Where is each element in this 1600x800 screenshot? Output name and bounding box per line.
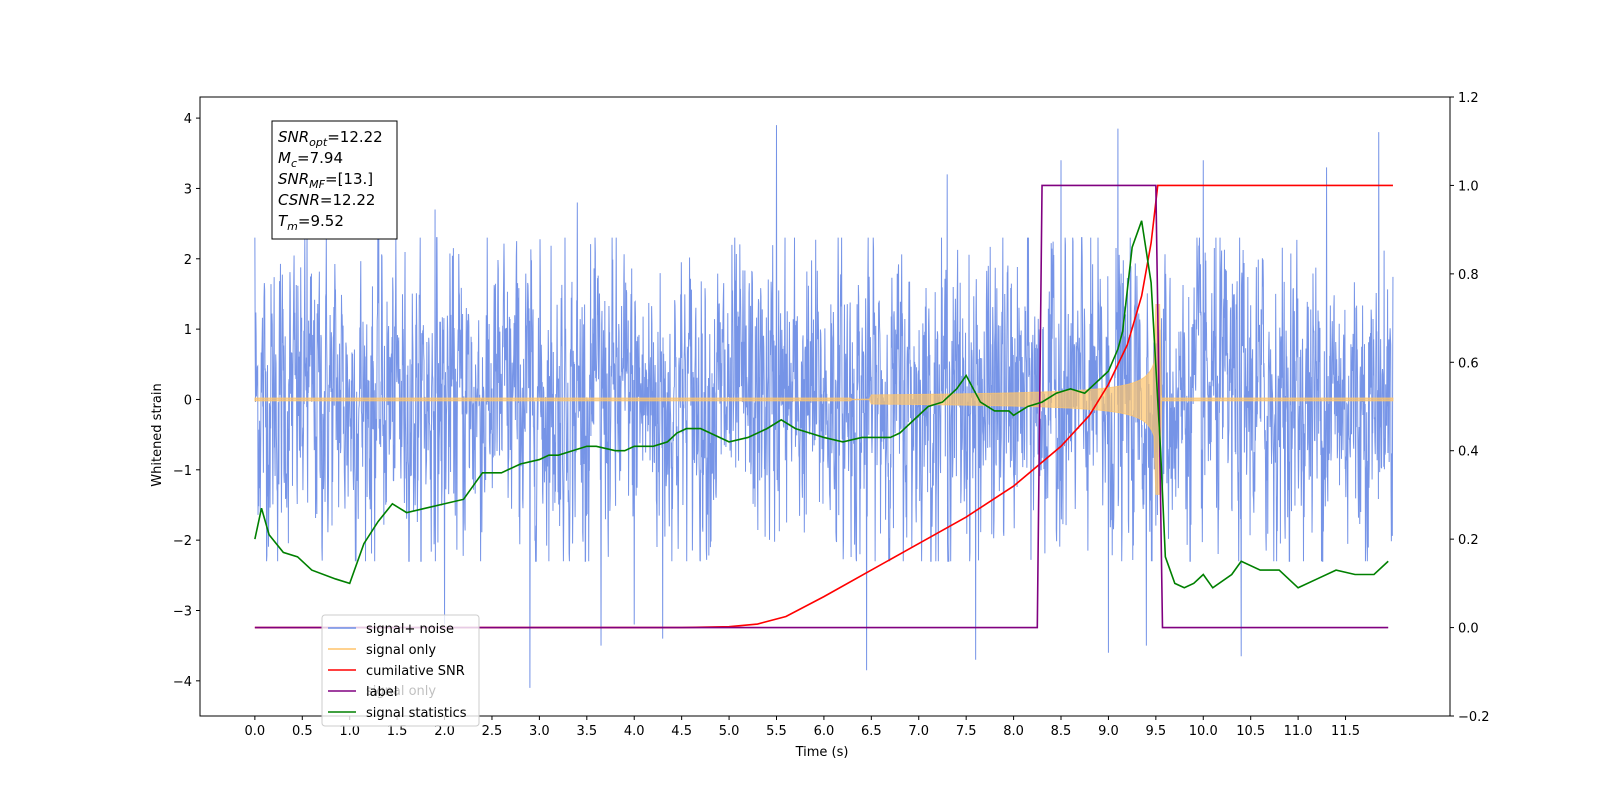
y-tick-label: 0 [184,393,192,408]
annotation-symbol: SNR [278,128,309,146]
x-tick-label: 0.5 [292,724,313,739]
annotation-line: Mc=7.94 [278,149,343,170]
y2-tick-label: 0.2 [1458,533,1479,548]
y-tick-label: −1 [173,464,192,479]
y-tick-label: 3 [184,182,192,197]
y2-tick-label: 0.4 [1458,445,1479,460]
annotation-symbol: SNR [278,170,309,188]
legend: signal only signal+ noise signal only cumil… [321,614,480,727]
y2-tick-label: 1.0 [1458,179,1479,194]
annotation-line: CSNR=12.22 [278,191,375,209]
annotation-subscript: MF [309,178,325,191]
y-tick-label: 4 [184,112,192,127]
x-tick-label: 2.5 [482,724,503,739]
y2-tick-label: 0.0 [1458,622,1479,637]
y2-tick-label: 0.8 [1458,268,1479,283]
legend-label: signal statistics [366,706,467,721]
x-tick-label: 3.0 [529,724,550,739]
annotation-subscript: opt [309,136,328,149]
annotation-subscript: c [291,157,297,170]
x-tick-label: 4.0 [624,724,645,739]
signal-only-line [254,304,1394,495]
annotation-box: SNRopt=12.22Mc=7.94SNRMF=[13.]CSNR=12.22… [271,120,398,240]
annotation-line: SNRopt=12.22 [278,128,383,149]
y2-tick-label: 1.2 [1458,91,1479,106]
label-line [254,184,1389,629]
y-tick-label: 2 [184,253,192,268]
y-tick-label: −3 [173,604,192,619]
x-tick-label: 2.0 [434,724,455,739]
legend-label: signal+ noise [366,622,454,637]
y2-tick-label: −0.2 [1458,710,1490,725]
annotation-value: =9.52 [298,212,344,230]
x-tick-label: 8.0 [1003,724,1024,739]
annotation-symbol: CSNR [278,191,320,209]
annotation-value: =12.22 [327,128,383,146]
legend-frame [321,614,480,727]
x-tick-label: 1.0 [339,724,360,739]
x-tick-label: 1.5 [387,724,408,739]
annotation-symbol: M [278,149,291,167]
x-tick-label: 11.0 [1284,724,1313,739]
annotation-subscript: m [287,220,298,233]
x-tick-label: 11.5 [1331,724,1360,739]
y2-tick-label: 0.6 [1458,356,1479,371]
annotation-frame [271,120,398,240]
x-axis-label: Time (s) [795,745,849,760]
annotation-symbol: T [278,212,289,230]
x-tick-label: 10.5 [1236,724,1265,739]
x-tick-label: 9.5 [1146,724,1167,739]
legend-label: cumilative SNR [366,664,465,679]
x-tick-label: 6.5 [861,724,882,739]
annotation-value: =7.94 [297,149,343,167]
annotation-line: SNRMF=[13.] [278,170,373,191]
x-tick-label: 5.0 [719,724,740,739]
x-tick-label: 7.5 [956,724,977,739]
y-axis-label: Whitened strain [150,383,165,486]
y-tick-label: −2 [173,534,192,549]
y-tick-label: 1 [184,323,192,338]
legend-label: label [366,685,397,700]
x-tick-label: 0.0 [245,724,266,739]
cumilative-snr-line [254,184,1393,629]
x-tick-label: 9.0 [1098,724,1119,739]
annotation-value: =[13.] [325,170,373,188]
x-tick-label: 7.0 [908,724,929,739]
plot-frame [199,96,1451,717]
x-tick-label: 10.0 [1189,724,1218,739]
annotation-value: =12.22 [320,191,376,209]
signal-statistics-line [254,220,1389,589]
legend-ghost-text: signal only [366,684,436,699]
x-tick-label: 5.5 [766,724,787,739]
y-tick-label: −4 [173,675,192,690]
annotation-line: Tm=9.52 [278,212,344,233]
x-tick-label: 6.0 [814,724,835,739]
x-tick-label: 8.5 [1051,724,1072,739]
x-tick-label: 3.5 [576,724,597,739]
legend-label: signal only [366,643,436,658]
x-tick-label: 4.5 [671,724,692,739]
